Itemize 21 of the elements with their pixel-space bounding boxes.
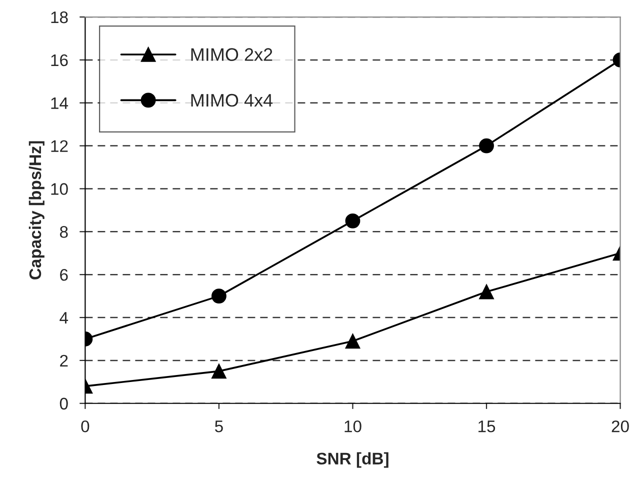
y-tick-label: 14	[51, 97, 68, 109]
y-axis-title: Capacity [bps/Hz]	[28, 141, 44, 280]
y-tick-label: 4	[60, 312, 68, 324]
x-tick-label: 20	[612, 420, 629, 432]
x-tick-label: 0	[81, 420, 90, 432]
x-tick-label: 15	[478, 420, 496, 432]
y-tick-label: 16	[51, 54, 68, 66]
x-tick-label: 10	[344, 420, 362, 432]
legend-label: MIMO 4x4	[191, 94, 273, 107]
legend-label: MIMO 2x2	[191, 48, 272, 61]
y-tick-label: 18	[51, 11, 68, 24]
x-axis-title: SNR [dB]	[316, 452, 388, 468]
x-tick-label: 5	[214, 420, 223, 432]
y-tick-label: 10	[51, 183, 68, 195]
y-tick-label: 8	[60, 226, 68, 238]
point	[345, 213, 360, 228]
y-tick-label: 2	[60, 354, 68, 366]
y-tick-label: 12	[51, 140, 68, 152]
point	[345, 334, 360, 349]
y-tick-label: 6	[60, 268, 68, 281]
y-tick-label: 0	[60, 398, 68, 410]
